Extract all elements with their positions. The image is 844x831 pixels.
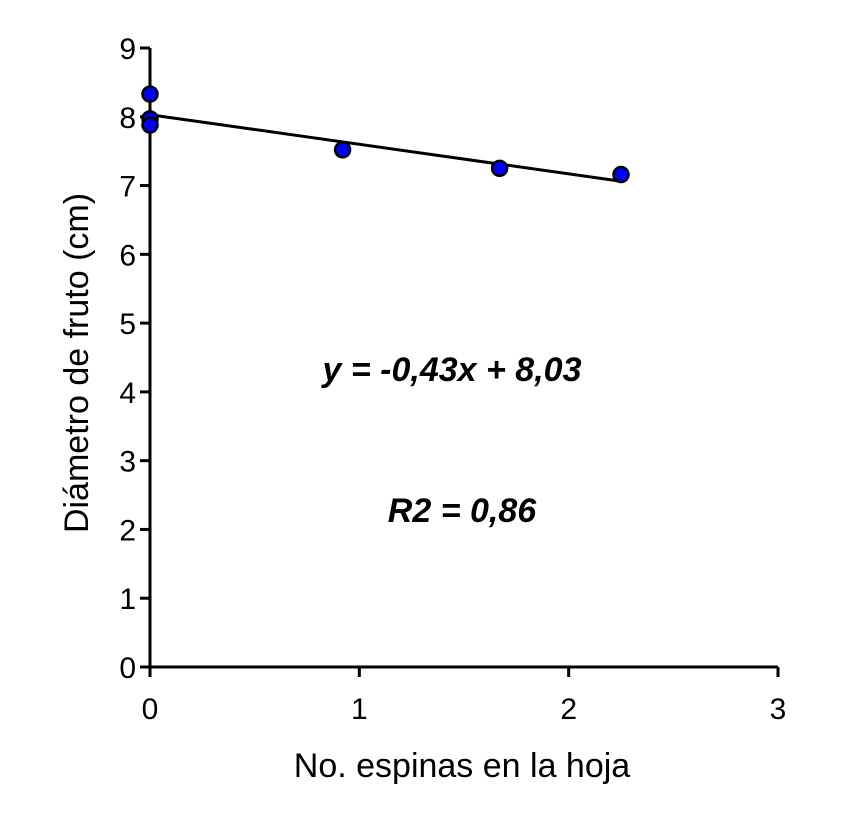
- y-tick-label: 9: [119, 33, 136, 66]
- y-tick-label: 5: [119, 308, 136, 341]
- x-tick-label: 2: [560, 693, 577, 726]
- data-point: [141, 116, 159, 134]
- data-point: [333, 141, 352, 159]
- y-tick-label: 6: [119, 239, 136, 272]
- y-tick-label: 1: [119, 583, 136, 616]
- regression-equation: y = -0,43x + 8,03: [321, 351, 582, 389]
- regression-line: [149, 113, 622, 183]
- y-tick-label: 4: [119, 377, 136, 410]
- r-squared-label: R2 = 0,86: [388, 492, 537, 530]
- y-tick-label: 2: [119, 514, 136, 547]
- y-axis-title: Diámetro de fruto (cm): [58, 193, 96, 533]
- x-axis-title: No. espinas en la hoja: [294, 747, 631, 785]
- data-point: [141, 85, 159, 103]
- data-point: [490, 159, 509, 178]
- y-tick-label: 7: [119, 171, 136, 204]
- x-tick-label: 0: [142, 693, 159, 726]
- data-point: [612, 165, 630, 184]
- trendline-layer: [149, 113, 622, 183]
- points-layer: [141, 85, 630, 184]
- x-tick-label: 1: [351, 693, 368, 726]
- x-axis: 0 1 2 3: [142, 665, 787, 726]
- y-tick-label: 8: [119, 102, 136, 135]
- x-tick-label: 3: [770, 693, 787, 726]
- y-tick-label: 0: [119, 652, 136, 685]
- y-tick-label: 3: [119, 446, 136, 479]
